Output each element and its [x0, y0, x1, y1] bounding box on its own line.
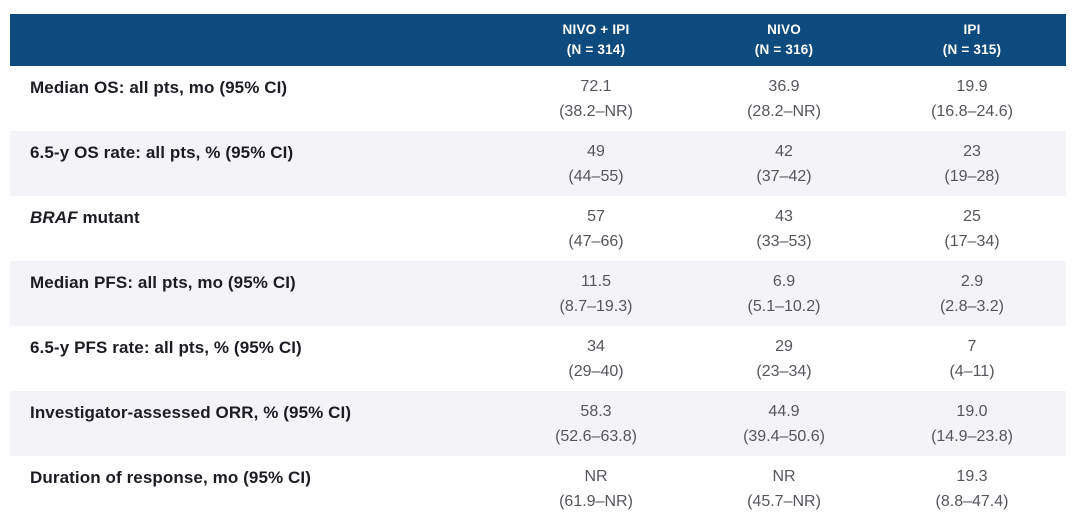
- value-cell: 44.9 (39.4–50.6): [690, 391, 878, 456]
- table-row-pfs-rate: 6.5-y PFS rate: all pts, % (95% CI) 34 (…: [10, 326, 1066, 391]
- point-estimate: 49: [587, 143, 605, 160]
- value-cell: 72.1 (38.2–NR): [502, 66, 690, 131]
- table-row-duration-of-response: Duration of response, mo (95% CI) NR (61…: [10, 456, 1066, 521]
- value-cell: 19.3 (8.8–47.4): [878, 456, 1066, 521]
- value-cell: 36.9 (28.2–NR): [690, 66, 878, 131]
- point-estimate: 7: [967, 338, 977, 355]
- value-cell: 23 (19–28): [878, 131, 1066, 196]
- table-header: NIVO + IPI (N = 314) NIVO (N = 316) IPI …: [10, 14, 1066, 66]
- point-estimate: 23: [963, 143, 981, 160]
- value-cell: 58.3 (52.6–63.8): [502, 391, 690, 456]
- row-label-text: Median PFS: all pts, mo (95% CI): [30, 273, 296, 292]
- confidence-interval: (45.7–NR): [747, 492, 821, 510]
- point-estimate: 58.3: [580, 403, 612, 420]
- value-cell: 43 (33–53): [690, 196, 878, 261]
- row-label-text: Investigator-assessed ORR, % (95% CI): [30, 403, 352, 422]
- point-estimate: 25: [963, 208, 981, 225]
- table-row-os-rate: 6.5-y OS rate: all pts, % (95% CI) 49 (4…: [10, 131, 1066, 196]
- confidence-interval: (47–66): [568, 232, 624, 250]
- row-label: 6.5-y OS rate: all pts, % (95% CI): [10, 131, 502, 196]
- confidence-interval: (19–28): [944, 167, 1000, 185]
- point-estimate: 2.9: [960, 273, 984, 290]
- table-row-braf-mutant: BRAF mutant 57 (47–66) 43 (33–53) 25 (17…: [10, 196, 1066, 261]
- column-n: (N = 314): [566, 42, 626, 57]
- point-estimate: 36.9: [768, 78, 800, 95]
- point-estimate: NR: [584, 468, 608, 485]
- point-estimate: 43: [775, 208, 793, 225]
- point-estimate: 19.3: [956, 468, 988, 485]
- row-label-text: mutant: [77, 208, 140, 227]
- point-estimate: 19.9: [956, 78, 988, 95]
- point-estimate: 42: [775, 143, 793, 160]
- confidence-interval: (5.1–10.2): [747, 297, 821, 315]
- point-estimate: 19.0: [956, 403, 988, 420]
- value-cell: 7 (4–11): [878, 326, 1066, 391]
- value-cell: 42 (37–42): [690, 131, 878, 196]
- confidence-interval: (44–55): [568, 167, 624, 185]
- row-label: Duration of response, mo (95% CI): [10, 456, 502, 521]
- point-estimate: 6.9: [772, 273, 796, 290]
- confidence-interval: (17–34): [944, 232, 1000, 250]
- row-label: 6.5-y PFS rate: all pts, % (95% CI): [10, 326, 502, 391]
- confidence-interval: (8.7–19.3): [559, 297, 633, 315]
- confidence-interval: (8.8–47.4): [935, 492, 1009, 510]
- row-label-italic: BRAF: [30, 208, 78, 227]
- value-cell: 34 (29–40): [502, 326, 690, 391]
- row-label-text: Duration of response, mo (95% CI): [30, 468, 312, 487]
- point-estimate: 57: [587, 208, 605, 225]
- value-cell: 25 (17–34): [878, 196, 1066, 261]
- column-name: IPI: [963, 21, 981, 37]
- table-row-orr: Investigator-assessed ORR, % (95% CI) 58…: [10, 391, 1066, 456]
- point-estimate: 72.1: [580, 78, 612, 95]
- point-estimate: 11.5: [581, 273, 611, 290]
- row-label-text: Median OS: all pts, mo (95% CI): [30, 78, 288, 97]
- table-row-median-pfs: Median PFS: all pts, mo (95% CI) 11.5 (8…: [10, 261, 1066, 326]
- confidence-interval: (4–11): [949, 362, 995, 380]
- confidence-interval: (2.8–3.2): [939, 297, 1005, 315]
- point-estimate: 29: [775, 338, 793, 355]
- value-cell: 19.9 (16.8–24.6): [878, 66, 1066, 131]
- point-estimate: NR: [772, 468, 796, 485]
- row-label: Median OS: all pts, mo (95% CI): [10, 66, 502, 131]
- value-cell: 49 (44–55): [502, 131, 690, 196]
- confidence-interval: (14.9–23.8): [931, 427, 1013, 445]
- column-header-ipi: IPI (N = 315): [878, 20, 1066, 61]
- row-label: Median PFS: all pts, mo (95% CI): [10, 261, 502, 326]
- value-cell: NR (61.9–NR): [502, 456, 690, 521]
- row-label: BRAF mutant: [10, 196, 502, 261]
- column-header-nivo-ipi: NIVO + IPI (N = 314): [502, 20, 690, 61]
- row-label-text: 6.5-y OS rate: all pts, % (95% CI): [30, 143, 294, 162]
- confidence-interval: (16.8–24.6): [931, 102, 1013, 120]
- value-cell: 11.5 (8.7–19.3): [502, 261, 690, 326]
- column-n: (N = 315): [942, 42, 1002, 57]
- point-estimate: 44.9: [768, 403, 800, 420]
- column-header-nivo: NIVO (N = 316): [690, 20, 878, 61]
- column-name: NIVO: [767, 21, 801, 37]
- table-row-median-os: Median OS: all pts, mo (95% CI) 72.1 (38…: [10, 66, 1066, 131]
- point-estimate: 34: [587, 338, 605, 355]
- value-cell: 57 (47–66): [502, 196, 690, 261]
- row-label-text: 6.5-y PFS rate: all pts, % (95% CI): [30, 338, 302, 357]
- confidence-interval: (28.2–NR): [747, 102, 821, 120]
- value-cell: 29 (23–34): [690, 326, 878, 391]
- confidence-interval: (39.4–50.6): [743, 427, 825, 445]
- row-label: Investigator-assessed ORR, % (95% CI): [10, 391, 502, 456]
- confidence-interval: (29–40): [568, 362, 624, 380]
- value-cell: NR (45.7–NR): [690, 456, 878, 521]
- value-cell: 6.9 (5.1–10.2): [690, 261, 878, 326]
- value-cell: 19.0 (14.9–23.8): [878, 391, 1066, 456]
- confidence-interval: (38.2–NR): [559, 102, 633, 120]
- column-n: (N = 316): [754, 42, 814, 57]
- confidence-interval: (61.9–NR): [559, 492, 633, 510]
- confidence-interval: (52.6–63.8): [555, 427, 637, 445]
- column-name: NIVO + IPI: [562, 21, 630, 37]
- value-cell: 2.9 (2.8–3.2): [878, 261, 1066, 326]
- confidence-interval: (37–42): [756, 167, 812, 185]
- confidence-interval: (23–34): [756, 362, 812, 380]
- confidence-interval: (33–53): [756, 232, 812, 250]
- efficacy-table: NIVO + IPI (N = 314) NIVO (N = 316) IPI …: [10, 14, 1066, 521]
